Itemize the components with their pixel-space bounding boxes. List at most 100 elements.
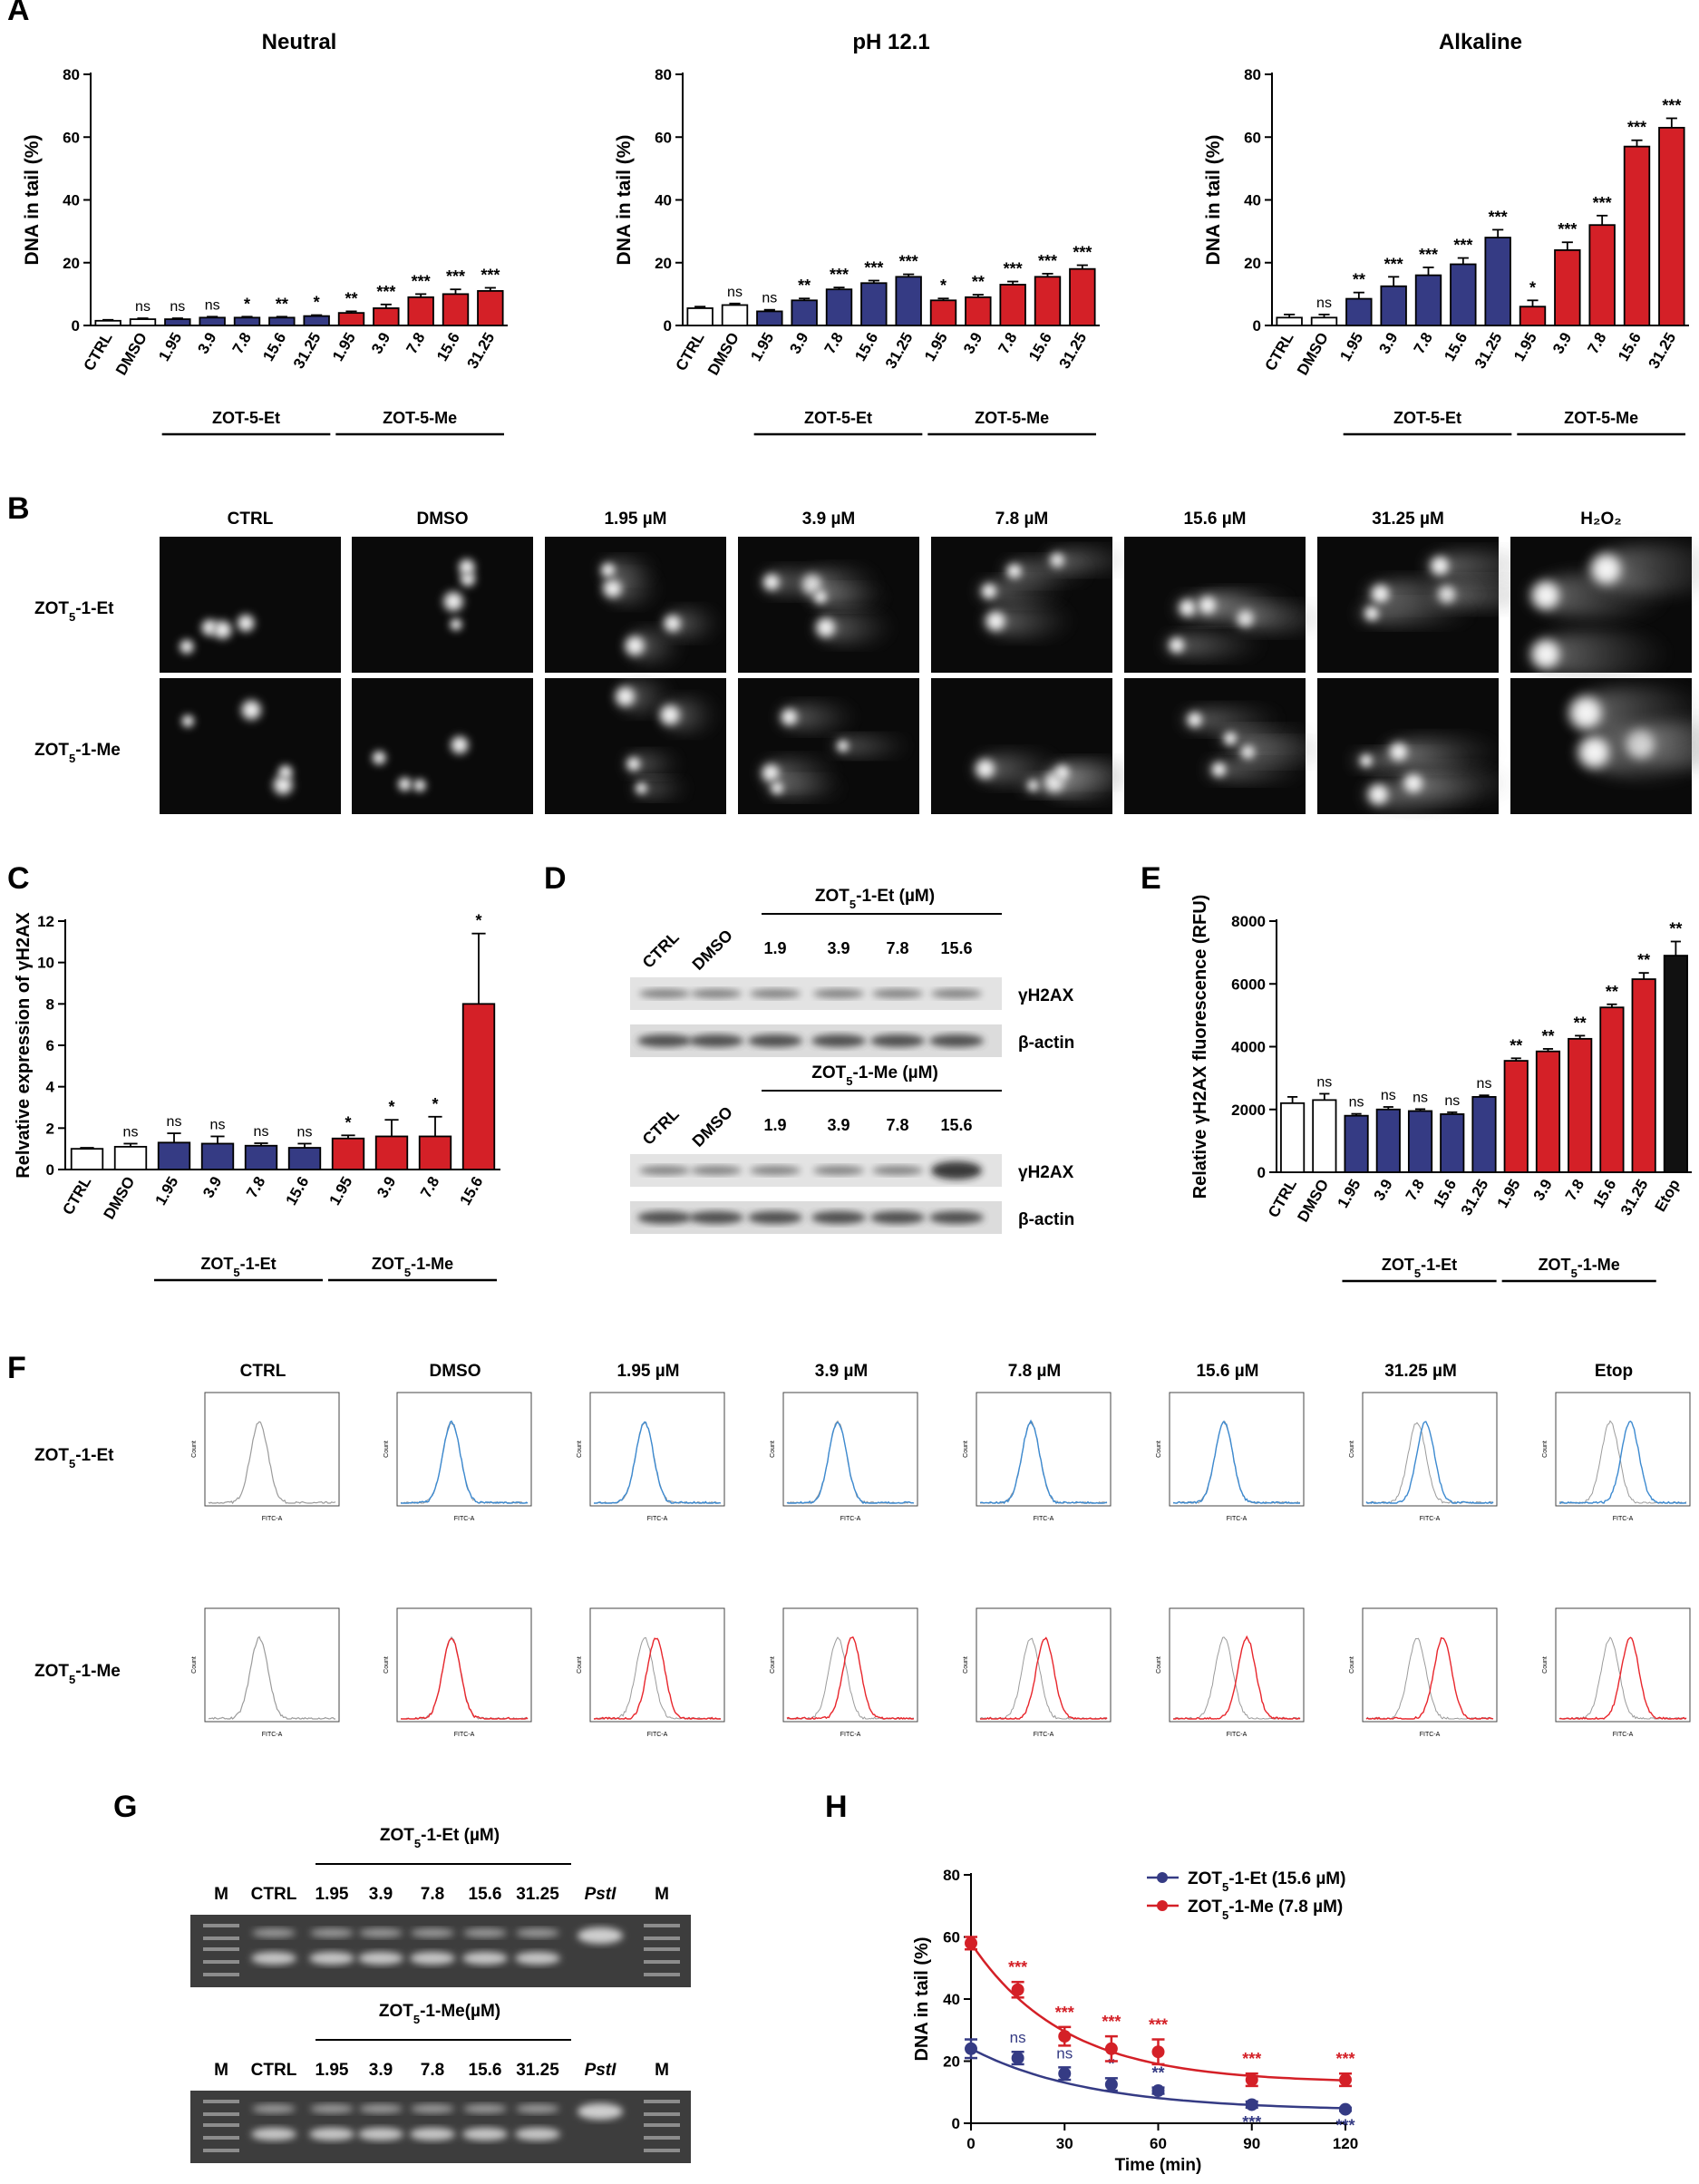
gel-band <box>252 1928 296 1937</box>
label-part: ZOT <box>1382 1256 1414 1274</box>
histogram-trace <box>1365 1636 1494 1721</box>
comet-head <box>233 610 258 636</box>
y-tick-label: 60 <box>655 129 672 146</box>
histogram-x-label: FITC-A <box>840 1516 861 1522</box>
label-subscript: 5 <box>413 2013 420 2026</box>
y-axis-label: DNA in tail (%) <box>22 135 43 266</box>
y-tick-label: 0 <box>664 317 672 335</box>
comet-column-label: DMSO <box>417 510 469 529</box>
significance-label: *** <box>1558 220 1577 238</box>
significance-label: * <box>244 295 250 313</box>
legend-marker <box>1157 1900 1168 1911</box>
bar <box>418 1135 452 1170</box>
significance-label: ** <box>798 277 811 295</box>
ladder-band <box>644 1960 680 1964</box>
x-tick-label: 1.95 <box>155 330 185 364</box>
comet-head <box>455 555 479 579</box>
legend-marker <box>1157 1872 1168 1883</box>
comet-image <box>1317 678 1518 814</box>
significance-label: *** <box>899 253 918 271</box>
significance-label: ns <box>205 297 220 313</box>
y-tick-label: 20 <box>943 2053 960 2071</box>
ladder-band <box>644 2112 680 2116</box>
data-point <box>1245 2098 1258 2111</box>
x-tick-label: 1.95 <box>1335 1177 1364 1211</box>
histogram-trace <box>594 1637 721 1721</box>
comet-head <box>447 616 465 634</box>
blot-band <box>870 1034 925 1047</box>
bar <box>244 1144 278 1170</box>
data-point <box>1011 1983 1024 1996</box>
panel-label-H: H <box>825 1790 848 1824</box>
histogram-trace <box>1365 1421 1494 1504</box>
y-tick-label: 40 <box>1244 192 1261 209</box>
panel-b-comet-images: CTRL DMSO 1.95 µM 3.9 µM 7.8 µM 15.6 µM 31.25 … <box>34 510 1699 814</box>
bar <box>1344 1114 1369 1173</box>
ladder-band <box>203 1960 239 1964</box>
gel-band <box>310 2104 354 2113</box>
histogram-trace <box>208 1421 336 1505</box>
x-tick-label: CTRL <box>673 330 708 374</box>
bar <box>1310 316 1338 326</box>
comet-image <box>160 537 341 673</box>
y-tick-label: 2000 <box>1231 1102 1266 1119</box>
flow-row-label: ZOT5-1-Me <box>34 1662 121 1686</box>
bar <box>1450 263 1477 326</box>
flow-histogram: Count FITC-A <box>963 1607 1112 1738</box>
y-tick-label: 80 <box>1244 66 1261 83</box>
bar <box>374 1135 409 1170</box>
significance-label: *** <box>1008 1958 1027 1976</box>
label-part: ZOT <box>372 1255 404 1273</box>
x-tick-label: 15.6 <box>433 330 463 364</box>
y-tick-label: 12 <box>37 913 54 930</box>
histogram-x-label: FITC-A <box>1420 1732 1441 1738</box>
comet-tail <box>1385 737 1503 767</box>
blot-band <box>750 989 801 998</box>
significance-label: ** <box>1510 1036 1522 1054</box>
lane-label: 7.8 <box>886 1116 908 1134</box>
gel-band <box>359 1928 403 1937</box>
x-tick-label: 15.6 <box>1589 1177 1619 1211</box>
bar <box>825 288 853 326</box>
lane-label: 1.9 <box>763 1116 786 1134</box>
comet-assay-chart: pH 12.1 0 20 40 60 80 DNA in tail (%) CTRL ns DMS… <box>614 30 1100 436</box>
label-part: -1-Et <box>240 1255 277 1273</box>
group-label: ZOT-5-Et <box>212 409 280 427</box>
significance-label: * <box>432 1095 438 1113</box>
comet-column-label: 31.25 µM <box>1372 510 1444 529</box>
y-tick-label: 10 <box>37 955 54 972</box>
x-tick-label: 31.25 <box>882 330 917 372</box>
ladder-band <box>203 1947 239 1951</box>
x-tick-label: 7.8 <box>1403 1177 1428 1204</box>
x-tick-label: 7.8 <box>821 330 847 357</box>
gel-band <box>410 2128 455 2140</box>
label-part: ZOT <box>1539 1256 1571 1274</box>
x-tick-label: 7.8 <box>403 330 428 357</box>
comet-head <box>760 570 783 595</box>
label-part: ZOT <box>811 1063 846 1082</box>
comet-head <box>176 636 198 657</box>
significance-label: ns <box>727 285 743 300</box>
label-subscript: 5 <box>850 898 856 911</box>
x-tick-label: 15.6 <box>851 330 881 364</box>
significance-label: *** <box>1593 194 1612 212</box>
comet-tail <box>769 778 846 799</box>
bar <box>1414 274 1442 326</box>
comet-head <box>1426 552 1454 579</box>
significance-label: ns <box>170 299 185 315</box>
line-series: ********* ****** *** <box>965 1936 1355 2088</box>
label-part: -1-Me <box>411 1255 453 1273</box>
significance-label: *** <box>830 266 849 284</box>
histogram-frame <box>204 1607 340 1723</box>
comet-head <box>1572 730 1617 775</box>
gel-lane-label: M <box>655 2061 669 2080</box>
blot-band <box>872 989 923 998</box>
bar <box>965 296 992 326</box>
flow-histogram: Count FITC-A <box>577 1392 725 1522</box>
y-tick-label: 0 <box>1257 1164 1266 1181</box>
comet-tail <box>811 586 889 607</box>
data-point <box>965 1936 977 1950</box>
y-tick-label: 80 <box>943 1867 960 1884</box>
significance-label: *** <box>1335 2050 1354 2068</box>
group-label: ZOT-5-Me <box>975 409 1049 427</box>
